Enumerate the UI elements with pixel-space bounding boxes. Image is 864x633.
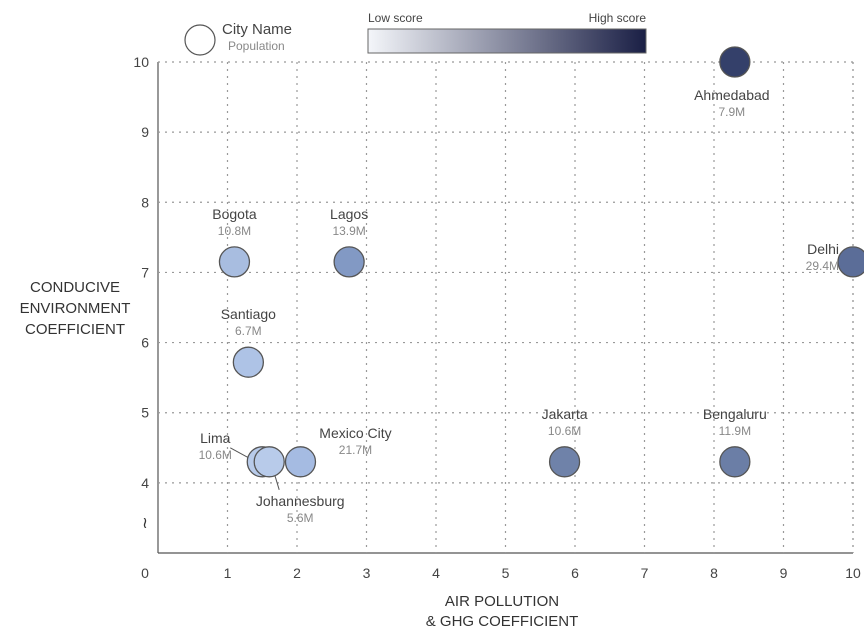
- x-tick-label: 4: [432, 565, 440, 581]
- city-label: Bogota: [212, 206, 257, 222]
- legend-color-scale: [367, 28, 647, 54]
- x-tick-label: 5: [502, 565, 510, 581]
- y-axis-title-line-2: ENVIRONMENT: [20, 300, 131, 317]
- y-tick-label: 7: [141, 264, 149, 280]
- legend-high-score: High score: [589, 11, 647, 25]
- population-label: 10.8M: [218, 224, 251, 238]
- city-label: Lima: [200, 430, 231, 446]
- city-label: Bengaluru: [703, 406, 767, 422]
- x-tick-label: 6: [571, 565, 579, 581]
- y-axis: 4 5 6 7 8 9 10: [133, 54, 149, 491]
- grid: [157, 61, 854, 554]
- population-label: 10.6M: [548, 424, 581, 438]
- population-label: 7.9M: [719, 105, 746, 119]
- point-marker: [333, 246, 365, 278]
- x-tick-label: 8: [710, 565, 718, 581]
- point-marker: [253, 446, 285, 478]
- y-tick-label: 4: [141, 475, 149, 491]
- legend-city-name: City Name: [222, 21, 292, 38]
- point-marker: [837, 246, 864, 278]
- x-axis-title: AIR POLLUTION & GHG COEFFICIENT: [426, 593, 579, 630]
- y-axis-title: CONDUCIVE ENVIRONMENT COEFFICIENT: [20, 279, 131, 338]
- population-label: 11.9M: [719, 424, 751, 438]
- y-tick-label: 6: [141, 335, 149, 351]
- y-axis-title-line-3: COEFFICIENT: [25, 321, 125, 338]
- y-tick-label: 5: [141, 405, 149, 421]
- point-bogota: Bogota 10.8M: [212, 206, 257, 278]
- point-marker: [218, 246, 251, 278]
- point-santiago: Santiago 6.7M: [221, 306, 276, 378]
- point-jakarta: Jakarta 10.6M: [542, 406, 588, 478]
- y-tick-label: 9: [141, 124, 149, 140]
- point-marker: [719, 446, 751, 478]
- city-label: Santiago: [221, 306, 276, 322]
- city-label: Jakarta: [542, 406, 588, 422]
- population-label: 10.6M: [199, 448, 232, 462]
- data-points: Ahmedabad 7.9M Bogota 10.8M Lagos 13.9M Delhi 2…: [199, 46, 864, 525]
- point-ahmedabad: Ahmedabad 7.9M: [694, 46, 770, 119]
- point-bengaluru: Bengaluru 11.9M: [703, 406, 767, 478]
- city-label: Ahmedabad: [694, 87, 770, 103]
- x-axis-title-line-1: AIR POLLUTION: [445, 593, 559, 610]
- x-tick-label: 9: [780, 565, 788, 581]
- population-label: 6.7M: [235, 324, 262, 338]
- city-label: Delhi: [807, 241, 839, 257]
- point-mexico-city: Mexico City 21.7M: [284, 425, 392, 478]
- y-axis-title-line-1: CONDUCIVE: [30, 279, 120, 296]
- y-tick-label: 10: [133, 54, 149, 70]
- legend-low-score: Low score: [368, 11, 423, 25]
- point-lagos: Lagos 13.9M: [330, 206, 368, 278]
- population-label: 13.9M: [332, 224, 365, 238]
- x-axis: 0 1 2 3 4 5 6 7 8 9 10: [141, 565, 861, 581]
- point-johannesburg: Johannesburg 5.6M: [253, 446, 345, 525]
- x-tick-label: 0: [141, 565, 149, 581]
- population-label: 21.7M: [339, 443, 372, 457]
- city-label: Mexico City: [319, 425, 391, 441]
- legend-marker: [184, 24, 216, 56]
- x-tick-label: 10: [845, 565, 861, 581]
- point-marker: [548, 446, 581, 478]
- x-tick-label: 2: [293, 565, 301, 581]
- x-axis-title-line-2: & GHG COEFFICIENT: [426, 613, 579, 630]
- legend-population: Population: [228, 39, 285, 53]
- x-tick-label: 7: [641, 565, 649, 581]
- legend: City Name Population Low score High scor…: [184, 11, 647, 56]
- point-marker: [232, 346, 265, 378]
- population-label: 5.6M: [287, 511, 314, 525]
- point-marker: [284, 446, 317, 478]
- point-delhi: Delhi 29.4M: [806, 241, 864, 278]
- x-tick-label: 3: [363, 565, 371, 581]
- y-tick-label: 8: [141, 194, 149, 210]
- city-label: Johannesburg: [256, 493, 345, 509]
- city-label: Lagos: [330, 206, 368, 222]
- x-tick-label: 1: [224, 565, 232, 581]
- y-axis-break-mark: ≀: [142, 515, 148, 532]
- point-marker: [719, 46, 751, 78]
- population-label: 29.4M: [806, 259, 839, 273]
